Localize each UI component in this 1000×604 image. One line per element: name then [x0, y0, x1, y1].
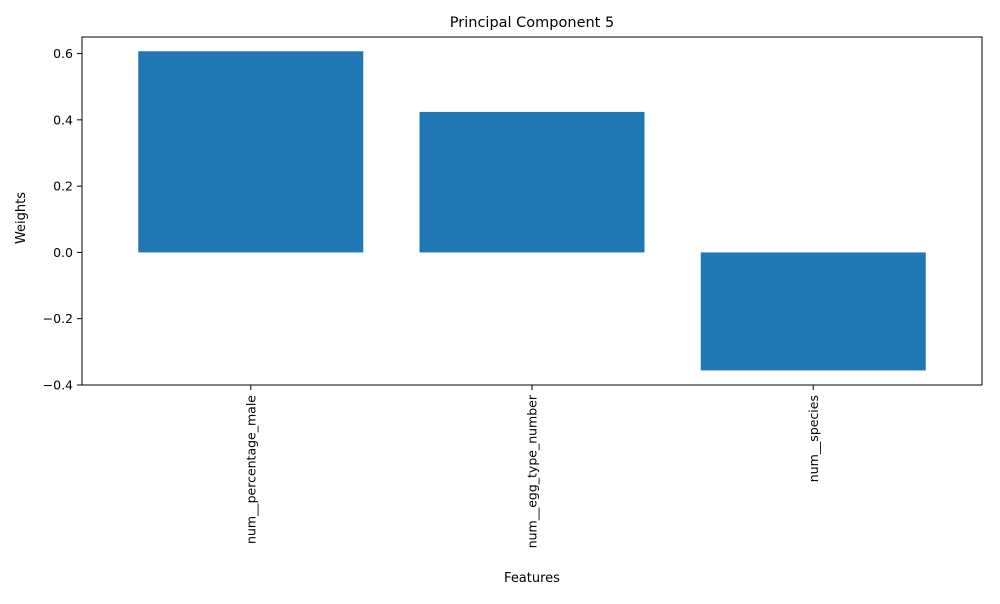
x-axis-label: Features: [504, 571, 560, 586]
y-axis-label: Weights: [14, 192, 29, 244]
y-tick-label: 0.2: [53, 179, 73, 194]
x-tick-label: num__species: [806, 395, 821, 482]
y-tick-label: 0.4: [53, 112, 73, 127]
y-axis-ticks: −0.4 −0.2 0.0 0.2 0.4 0.6: [43, 46, 82, 393]
plot-frame: [81, 36, 983, 386]
bar-num__percentage_male: [138, 51, 364, 253]
x-axis-ticks: num__percentage_male num__egg_type_number…: [243, 385, 821, 548]
bar-num__egg_type_number: [419, 111, 645, 253]
y-tick-label: 0.0: [53, 245, 73, 260]
y-tick-label: −0.2: [43, 311, 73, 326]
chart-title: Principal Component 5: [450, 15, 614, 31]
bars-layer: [138, 51, 926, 371]
y-tick-label: −0.4: [43, 378, 73, 393]
bar-num__species: [700, 252, 926, 371]
x-tick-label: num__egg_type_number: [525, 394, 540, 548]
y-tick-label: 0.6: [53, 46, 73, 61]
x-tick-label: num__percentage_male: [243, 395, 258, 544]
